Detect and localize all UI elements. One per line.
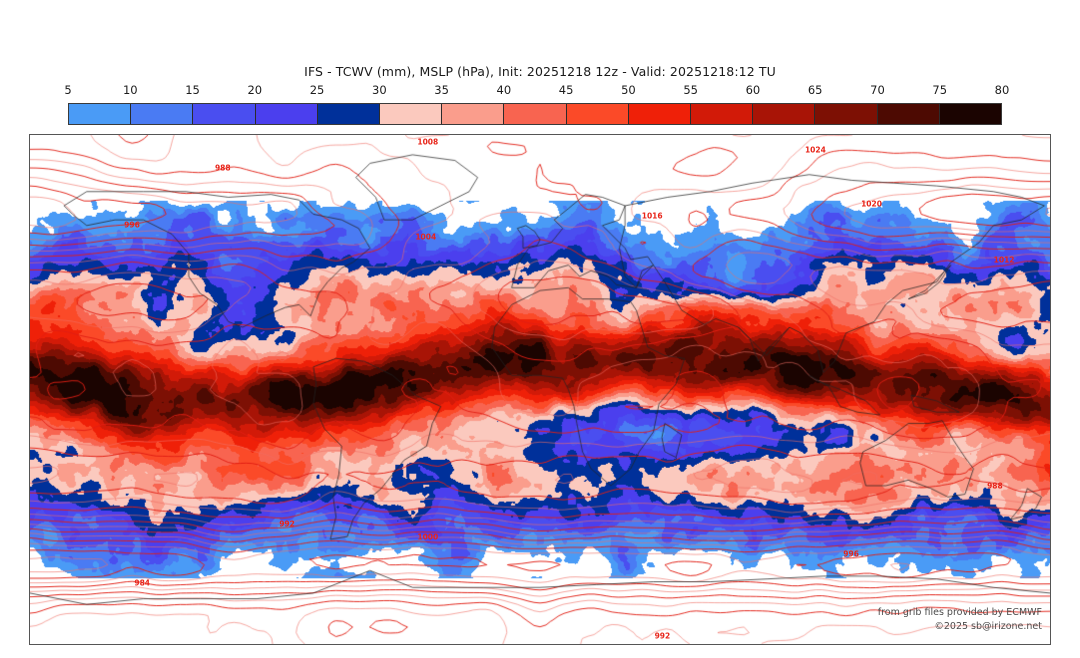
colorbar-tick-5: 5 — [64, 83, 72, 97]
colorbar-band-25-30 — [317, 104, 381, 124]
source-credit: from grib files provided by ECMWF — [877, 607, 1042, 618]
colorbar-tick-70: 70 — [870, 83, 885, 97]
colorbar-tick-30: 30 — [372, 83, 387, 97]
copyright-credit: ©2025 sb@irizone.net — [934, 621, 1042, 632]
colorbar — [68, 103, 1002, 125]
colorbar-band-20-25 — [255, 104, 318, 124]
mslp-contour-label: 1024 — [804, 145, 826, 155]
colorbar-tick-10: 10 — [122, 83, 138, 97]
page-title: IFS - TCWV (mm), MSLP (hPa), Init: 20251… — [304, 64, 776, 79]
colorbar-band-75-80 — [939, 104, 1002, 124]
mslp-contour-label: 984 — [134, 578, 151, 588]
colorbar-band-10-15 — [131, 104, 194, 124]
colorbar-band-30-35 — [380, 104, 443, 124]
colorbar-tick-80: 80 — [994, 83, 1010, 97]
map-panel[interactable]: from grib files provided by ECMWF ©2025 … — [29, 134, 1051, 645]
mslp-contour-label: 1020 — [861, 199, 882, 209]
colorbar-tick-50: 50 — [621, 83, 636, 97]
mslp-contour-label: 1004 — [415, 232, 437, 242]
colorbar-band-5-10 — [69, 104, 132, 124]
colorbar-band-70-75 — [877, 104, 940, 124]
colorbar-tick-25: 25 — [309, 83, 325, 97]
colorbar-bands — [68, 103, 1002, 125]
mslp-contour-label: 992 — [654, 631, 671, 641]
mslp-contour-label: 996 — [843, 549, 859, 559]
mslp-contour-label: 996 — [124, 220, 140, 230]
colorbar-tick-45: 45 — [558, 83, 574, 97]
colorbar-band-65-70 — [815, 104, 878, 124]
colorbar-band-55-60 — [691, 104, 754, 124]
mslp-contour-label: 1000 — [417, 532, 439, 542]
colorbar-tick-65: 65 — [807, 83, 823, 97]
colorbar-band-40-45 — [504, 104, 567, 124]
colorbar-tick-60: 60 — [745, 83, 761, 97]
mslp-contour-label: 1012 — [993, 255, 1015, 265]
mslp-contour-label: 988 — [214, 163, 231, 173]
mslp-contour-label: 988 — [987, 481, 1003, 491]
colorbar-tick-40: 40 — [496, 83, 512, 97]
mslp-contour-label: 1016 — [641, 211, 663, 221]
mslp-contour-label: 1008 — [417, 137, 439, 147]
colorbar-band-35-40 — [442, 104, 505, 124]
colorbar-band-60-65 — [753, 104, 816, 124]
colorbar-band-45-50 — [566, 104, 629, 124]
colorbar-tick-15: 15 — [185, 83, 200, 97]
colorbar-tick-labels: 5 10 15 20 25 30 35 40 45 50 55 60 65 70 75 80 — [64, 83, 1009, 99]
colorbar-tick-55: 55 — [683, 83, 698, 97]
map-field-canvas[interactable] — [30, 135, 1050, 644]
colorbar-tick-75: 75 — [932, 83, 948, 97]
colorbar-band-50-55 — [628, 104, 692, 124]
mslp-contour-label: 992 — [279, 519, 295, 529]
colorbar-band-15-20 — [193, 104, 256, 124]
colorbar-tick-20: 20 — [247, 83, 263, 97]
colorbar-tick-35: 35 — [434, 83, 449, 97]
